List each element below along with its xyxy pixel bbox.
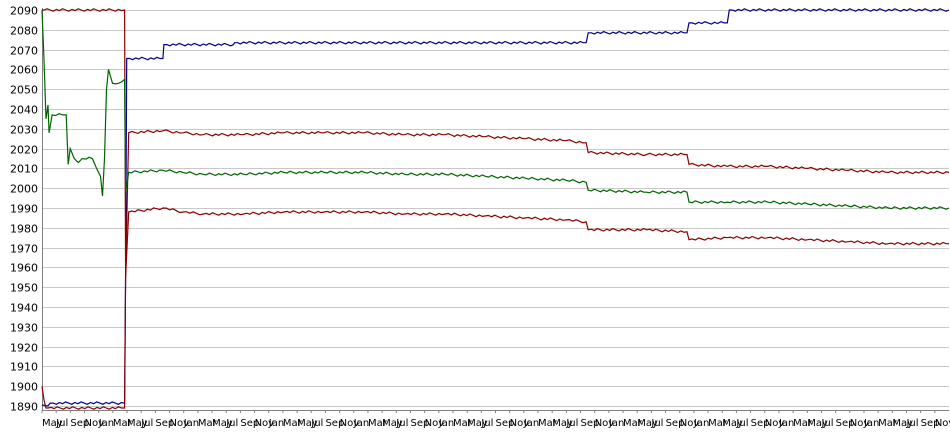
y-tick-label: 1900 — [10, 381, 38, 394]
x-tick-label: Sep — [155, 418, 174, 429]
x-tick-label: Jul — [650, 418, 663, 429]
x-tick-label: May — [42, 418, 63, 429]
x-tick-label: Jul — [480, 418, 493, 429]
y-tick-label: 1990 — [10, 203, 38, 216]
x-tick-label: May — [637, 418, 658, 429]
x-tick-label: Nov — [850, 418, 870, 429]
y-tick-label: 1970 — [10, 243, 38, 256]
x-tick-label: Nov — [340, 418, 360, 429]
x-tick-label: Nov — [510, 418, 530, 429]
x-tick-label: Sep — [581, 418, 600, 429]
x-tick-label: Nov — [170, 418, 190, 429]
x-tick-label: Jan — [98, 418, 114, 429]
x-tick-label: Mar — [538, 418, 558, 429]
x-tick-label: Jul — [225, 418, 238, 429]
x-tick-label: Sep — [921, 418, 940, 429]
x-tick-label: May — [127, 418, 148, 429]
x-tick-label: Mar — [368, 418, 388, 429]
x-tick-label: Mar — [623, 418, 643, 429]
series-line-2 — [42, 8, 950, 276]
x-tick-label: Nov — [595, 418, 615, 429]
y-tick-label: 2010 — [10, 163, 38, 176]
x-tick-label: Nov — [85, 418, 105, 429]
y-tick-label: 1910 — [10, 361, 38, 374]
x-tick-label: Jan — [438, 418, 454, 429]
x-tick-label: Jul — [310, 418, 323, 429]
x-tick-label: Mar — [793, 418, 813, 429]
x-tick-label: Jan — [183, 418, 199, 429]
series-line-4 — [41, 207, 949, 410]
y-axis: 1890 1900 1910 1920 1930 1940 1950 1960 1970 1980… — [10, 5, 38, 414]
y-tick-label: 2070 — [10, 45, 38, 58]
x-tick-label: Mar — [878, 418, 898, 429]
x-tick-label: Jul — [140, 418, 153, 429]
x-tick-label: Jan — [693, 418, 709, 429]
x-tick-label: Mar — [283, 418, 303, 429]
x-tick-label: Jan — [608, 418, 624, 429]
x-tick-label: Jul — [820, 418, 833, 429]
x-tick-label: May — [807, 418, 828, 429]
x-tick-label: Jan — [523, 418, 539, 429]
y-tick-label: 2060 — [10, 64, 38, 77]
plot-frame — [42, 8, 949, 411]
series-line-3 — [41, 9, 950, 210]
x-tick-label: Jan — [268, 418, 284, 429]
x-tick-label: Jul — [735, 418, 748, 429]
y-tick-label: 2080 — [10, 25, 38, 38]
x-tick-label: Nov — [255, 418, 275, 429]
y-tick-label: 2050 — [10, 84, 38, 97]
x-tick-label: Jul — [395, 418, 408, 429]
x-tick-label: May — [892, 418, 913, 429]
x-tick-label: Jan — [778, 418, 794, 429]
y-tick-label: 1920 — [10, 342, 38, 355]
y-tick-label: 1940 — [10, 302, 38, 315]
x-tick-label: May — [297, 418, 318, 429]
x-tick-label: Sep — [751, 418, 770, 429]
x-tick-label: May — [552, 418, 573, 429]
gridlines — [42, 10, 949, 407]
x-tick-label: Mar — [198, 418, 218, 429]
y-tick-label: 2020 — [10, 144, 38, 157]
x-tick-label: Mar — [708, 418, 728, 429]
x-tick-label: Mar — [113, 418, 133, 429]
x-tick-label: Nov — [935, 418, 950, 429]
x-tick-label: Jul — [905, 418, 918, 429]
x-tick-label: May — [382, 418, 403, 429]
x-tick-label: Jul — [55, 418, 68, 429]
x-tick-label: Sep — [496, 418, 515, 429]
x-tick-label: Sep — [325, 418, 344, 429]
x-tick-label: Sep — [666, 418, 685, 429]
y-tick-label: 2030 — [10, 124, 38, 137]
x-tick-label: May — [467, 418, 488, 429]
x-tick-label: Sep — [836, 418, 855, 429]
x-tick-label: Jan — [863, 418, 879, 429]
x-tick-label: Jul — [565, 418, 578, 429]
y-tick-label: 2090 — [10, 5, 38, 18]
y-tick-label: 1950 — [10, 282, 38, 295]
x-tick-label: Mar — [453, 418, 473, 429]
y-tick-label: 2000 — [10, 183, 38, 196]
x-tick-label: May — [212, 418, 233, 429]
y-tick-label: 2040 — [10, 104, 38, 117]
y-tick-label: 1960 — [10, 262, 38, 275]
x-tick-label: Nov — [680, 418, 700, 429]
series-lines — [41, 8, 950, 410]
x-tick-label: Nov — [425, 418, 445, 429]
y-tick-label: 1930 — [10, 322, 38, 335]
x-tick-label: Jan — [353, 418, 369, 429]
y-tick-label: 1890 — [10, 401, 38, 414]
x-tick-label: May — [722, 418, 743, 429]
x-tick-label: Sep — [410, 418, 429, 429]
x-tick-label: Sep — [240, 418, 259, 429]
y-tick-label: 1980 — [10, 223, 38, 236]
x-tick-label: Nov — [765, 418, 785, 429]
series-line-1 — [41, 8, 950, 407]
x-tick-label: Sep — [70, 418, 89, 429]
